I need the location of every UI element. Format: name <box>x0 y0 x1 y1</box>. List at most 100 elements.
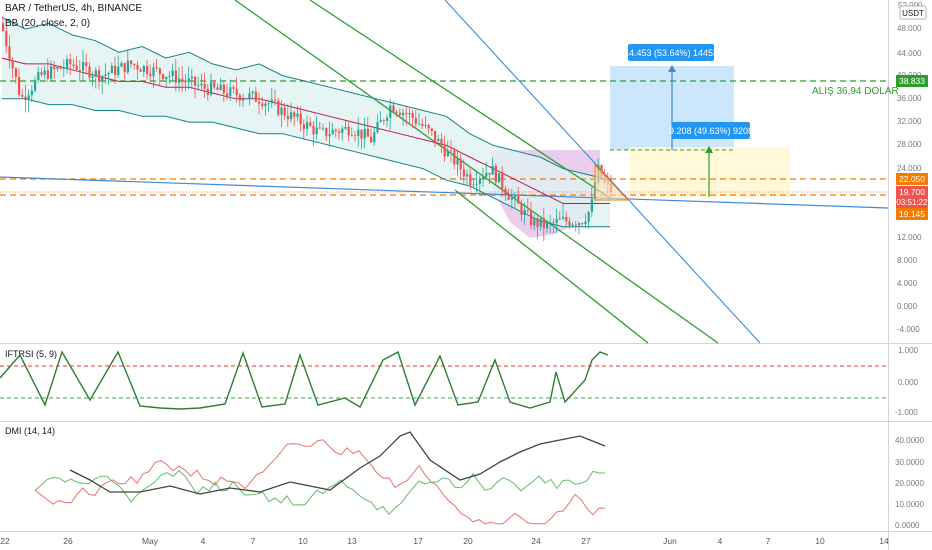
alis-label: ALIŞ 36,94 DOLAR <box>812 86 899 97</box>
bollinger-lower <box>2 98 610 228</box>
candle-body <box>306 122 309 129</box>
candle-body <box>370 136 373 143</box>
candle-body <box>565 216 568 222</box>
candles <box>2 16 613 242</box>
candle-body <box>53 66 56 70</box>
candle-body <box>184 80 187 83</box>
candle-body <box>75 65 78 70</box>
candle-body <box>126 60 129 73</box>
price-tick-label: 44.000 <box>897 49 922 58</box>
currency-badge[interactable] <box>899 5 927 20</box>
currency-label: USDT <box>902 9 924 18</box>
candle-body <box>578 223 581 226</box>
candle-body <box>414 118 417 124</box>
price-tick-label: 28.000 <box>897 140 922 149</box>
candle-body <box>50 66 53 79</box>
time-tick-label: May <box>142 536 159 546</box>
time-tick-label: 4 <box>201 536 206 546</box>
dmi-tick-30: 30.0000 <box>895 458 924 467</box>
candle-body <box>277 100 280 115</box>
candle-body <box>194 76 197 86</box>
candle-body <box>312 125 315 135</box>
candle-body <box>98 70 101 82</box>
candle-body <box>270 99 273 104</box>
candle-body <box>136 65 139 70</box>
candle-body <box>290 112 293 120</box>
candle-body <box>174 70 177 83</box>
candle-body <box>152 67 155 77</box>
candle-body <box>142 65 145 72</box>
candle-body <box>466 174 469 177</box>
candle-body <box>66 59 69 68</box>
candle-body <box>299 113 302 125</box>
channel-upper-line <box>309 0 611 199</box>
candle-body <box>328 134 331 137</box>
dmi-tick-40: 40.0000 <box>895 436 924 445</box>
box1-label-bg <box>628 44 714 61</box>
candle-body <box>30 90 33 96</box>
candle-body <box>107 73 110 75</box>
candle-body <box>344 126 347 129</box>
candle-body <box>110 65 113 74</box>
candle-body <box>181 78 184 81</box>
candle-body <box>267 103 270 105</box>
candle-body <box>469 174 472 185</box>
candle-body <box>283 107 286 116</box>
time-axis[interactable]: 22 26 May 4 7 10 13 17 20 24 27 Jun 4 7 10 14 <box>0 536 889 546</box>
price-tick-label: -4.000 <box>897 325 920 334</box>
candle-body <box>581 223 584 225</box>
price-tick-label: 36.000 <box>897 94 922 103</box>
bb-title: BB (20, close, 2, 0) <box>5 18 90 29</box>
price-tick-label: 4.000 <box>897 279 918 288</box>
tag-timer: 03:51:22 <box>896 198 928 207</box>
candle-body <box>226 93 229 96</box>
candle-body <box>587 211 590 222</box>
candle-body <box>373 132 376 143</box>
candle-body <box>187 78 190 83</box>
candle-body <box>18 76 21 95</box>
time-tick-label: 4 <box>718 536 723 546</box>
candle-body <box>120 63 123 67</box>
candle-body <box>56 67 59 70</box>
candle-body <box>533 218 536 226</box>
candle-body <box>14 68 17 77</box>
candle-body <box>526 209 529 211</box>
candle-body <box>350 135 353 137</box>
candle-body <box>408 112 411 115</box>
candle-body <box>395 111 398 113</box>
candle-body <box>242 98 245 101</box>
candle-body <box>386 117 389 121</box>
candle-body <box>146 65 149 75</box>
candle-body <box>360 129 363 139</box>
candle-body <box>443 145 446 157</box>
candle-body <box>235 88 238 96</box>
candle-body <box>446 150 449 157</box>
candle-body <box>398 112 401 116</box>
candle-body <box>293 112 296 117</box>
candle-body <box>504 188 507 195</box>
candle-body <box>40 72 43 75</box>
tag-low: 19.145 <box>899 209 925 219</box>
candle-body <box>254 91 257 102</box>
price-tick-label: 0.000 <box>897 302 918 311</box>
time-tick-label: 26 <box>63 536 73 546</box>
candle-body <box>309 122 312 126</box>
time-tick-label: 14 <box>879 536 889 546</box>
candle-body <box>216 87 219 90</box>
candle-body <box>510 197 513 200</box>
candle-body <box>46 70 49 79</box>
candle-body <box>101 75 104 82</box>
candle-body <box>229 87 232 96</box>
candle-body <box>280 107 283 115</box>
tag-mid: 22.050 <box>899 174 925 184</box>
price-tick-label: 8.000 <box>897 256 918 265</box>
candle-body <box>366 128 369 137</box>
candle-body <box>37 72 40 81</box>
candle-body <box>542 218 545 229</box>
candle-body <box>94 70 97 77</box>
candle-body <box>430 128 433 132</box>
candle-body <box>555 219 558 224</box>
candle-body <box>162 74 165 80</box>
candle-body <box>472 184 475 186</box>
